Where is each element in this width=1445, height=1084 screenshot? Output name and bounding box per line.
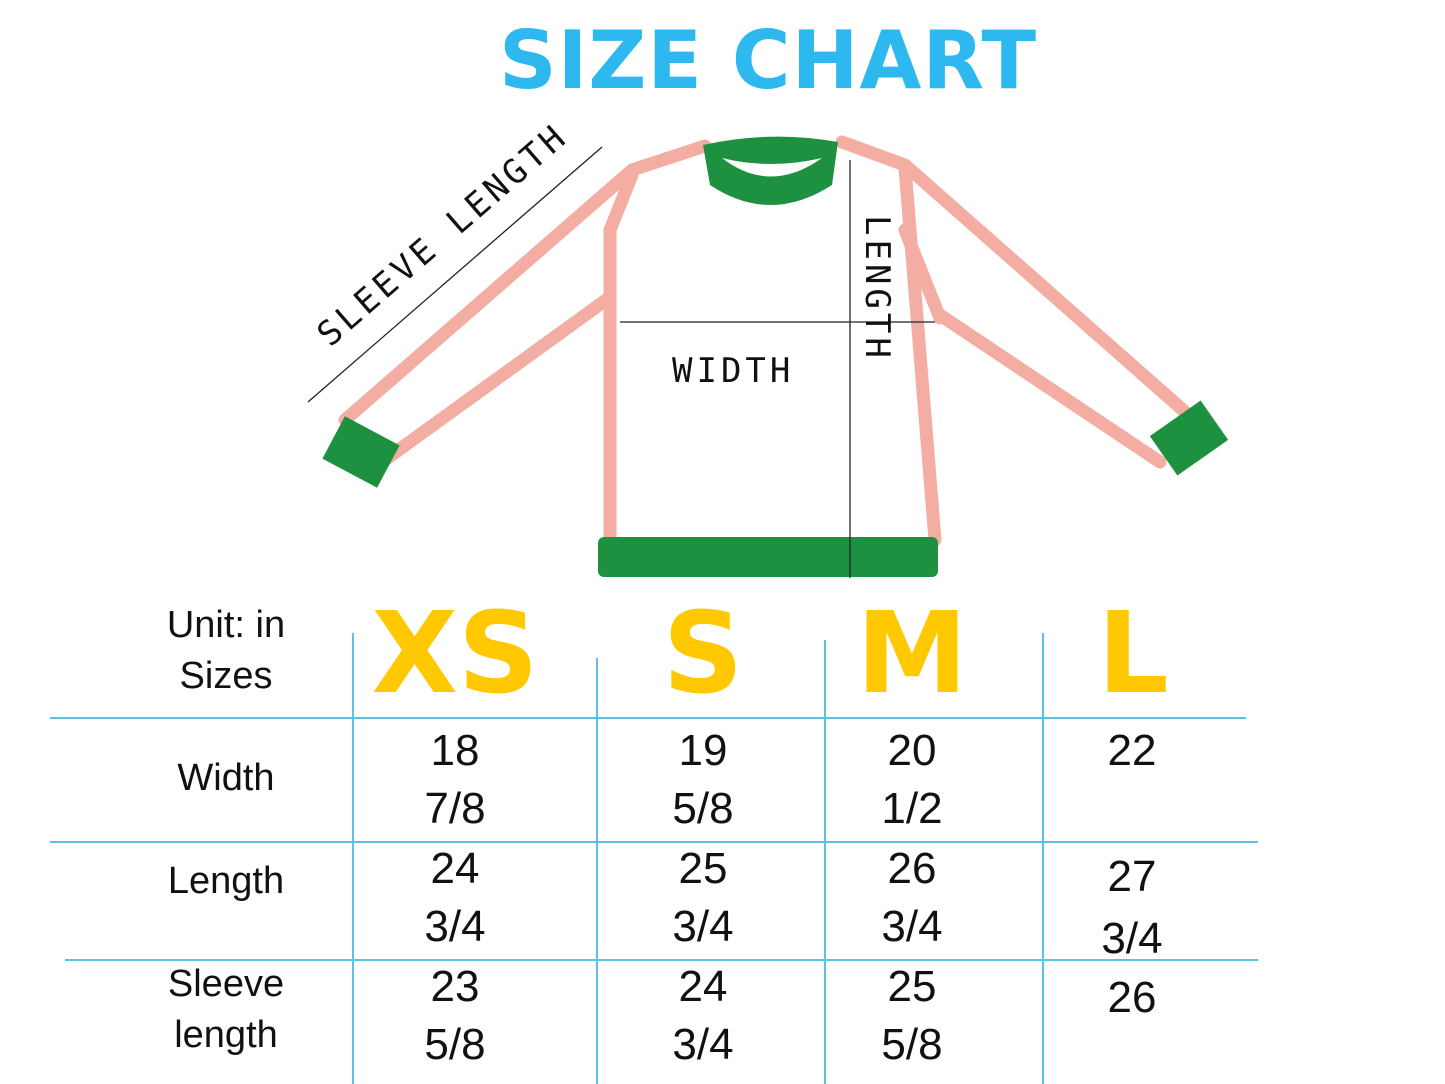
left-cuff: [322, 416, 400, 488]
width-label: WIDTH: [672, 351, 794, 391]
row-divider: [50, 841, 1258, 843]
body-left-side: [603, 168, 639, 552]
cell-value: 23 5/8: [424, 962, 486, 1069]
column-divider: [824, 640, 826, 1084]
sizes-label: Sizes: [179, 655, 273, 697]
row-divider: [65, 959, 1258, 961]
cell-value: 26: [1107, 973, 1157, 1022]
sleeve-length-line: [307, 146, 603, 403]
hem: [598, 537, 938, 577]
collar: [703, 136, 838, 205]
sweater-diagram: SLEEVE LENGTH WIDTH LENGTH: [307, 116, 1229, 578]
row-label-length: Length: [167, 860, 285, 902]
size-header-xs: XS: [371, 589, 539, 719]
right-cuff: [1149, 400, 1229, 476]
cell-value: 24 3/4: [672, 962, 734, 1069]
cell-value: 24 3/4: [424, 844, 486, 951]
column-divider: [352, 633, 354, 1084]
cell-value: 25 5/8: [881, 962, 943, 1069]
column-divider: [1042, 633, 1044, 1084]
cell-value: 20 1/2: [881, 726, 943, 833]
column-divider: [596, 658, 598, 1084]
row-label-width: Width: [177, 757, 275, 799]
cell-value: 26 3/4: [881, 844, 943, 951]
body-right-side: [898, 161, 942, 547]
cell-value: 27 3/4: [1101, 852, 1163, 963]
cell-value: 19 5/8: [672, 726, 734, 833]
cell-value: 25 3/4: [672, 844, 734, 951]
row-label-sleeve-length: Sleeve length: [167, 963, 285, 1056]
cell-value: 18 7/8: [424, 726, 486, 833]
size-header-s: S: [662, 589, 744, 719]
left-sleeve-outline: [338, 139, 712, 469]
sleeve-length-label: SLEEVE LENGTH: [310, 116, 576, 355]
page-title: SIZE CHART: [498, 14, 1038, 107]
cell-value: 22: [1107, 726, 1157, 775]
unit-label: Unit: in: [166, 604, 286, 646]
size-header-m: M: [856, 589, 968, 719]
size-header-l: L: [1097, 589, 1169, 719]
length-label: LENGTH: [857, 215, 897, 362]
row-divider: [50, 717, 1246, 719]
